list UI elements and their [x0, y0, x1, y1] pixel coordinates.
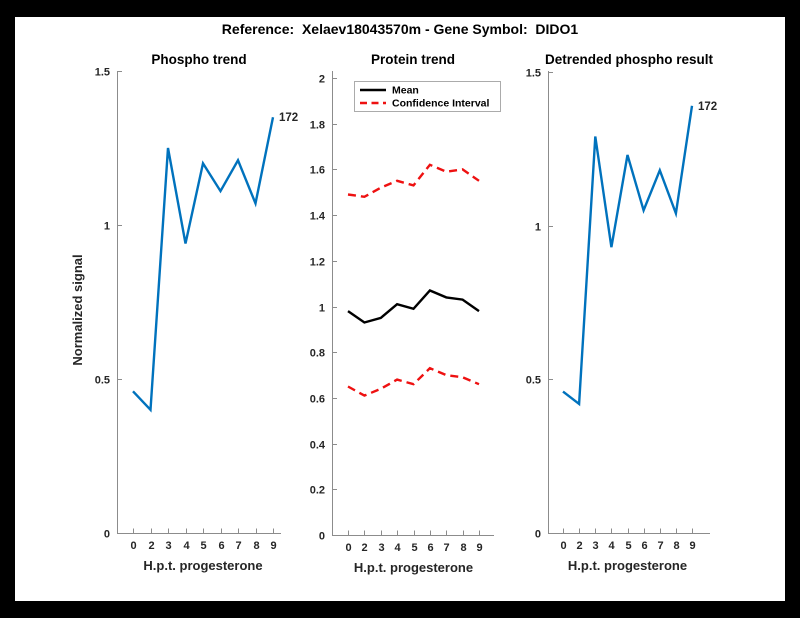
x-axis-label: H.p.t. progesterone: [568, 558, 687, 573]
y-tick-label: 0.6: [310, 394, 325, 406]
x-tick-label: 0: [345, 542, 351, 554]
subplot-2: 00.20.40.60.811.21.41.61.820 2 3 4 5 6 7 8 9Prot…: [310, 52, 501, 575]
x-tick-label: 0: [130, 540, 136, 552]
y-tick-label: 1: [535, 222, 541, 234]
series-line: [562, 105, 694, 407]
x-tick-label: 9: [270, 540, 276, 552]
figure-area: Reference: Xelaev18043570m - Gene Symbol…: [15, 17, 785, 601]
y-tick-label: 0.2: [310, 485, 325, 497]
x-tick-label: 7: [443, 542, 449, 554]
subplot-title: Detrended phospho result: [545, 52, 714, 67]
x-tick-label: 2: [576, 540, 582, 552]
x-tick-label: 5: [200, 540, 206, 552]
y-tick-label: 1.6: [310, 165, 325, 177]
y-tick-label: 0.8: [310, 348, 325, 360]
x-tick-label: 8: [460, 542, 466, 554]
x-tick-label: 3: [165, 540, 171, 552]
x-tick-label: 9: [476, 542, 482, 554]
x-tick-label: 6: [218, 540, 224, 552]
x-tick-label: 4: [608, 540, 615, 552]
y-tick-label: 0: [319, 531, 325, 543]
y-tick-label: 1.4: [310, 211, 326, 223]
y-tick-label: 2: [319, 74, 325, 86]
x-tick-label: 6: [427, 542, 433, 554]
x-tick-label: 5: [625, 540, 631, 552]
x-axis-label: H.p.t. progesterone: [354, 560, 473, 575]
series-line: [132, 116, 275, 413]
y-tick-label: 1.5: [526, 68, 541, 80]
x-tick-label: 5: [411, 542, 417, 554]
endpoint-annotation: 172: [279, 112, 298, 124]
y-tick-label: 0: [535, 529, 541, 541]
endpoint-annotation: 172: [698, 101, 717, 113]
y-tick-label: 1.8: [310, 120, 325, 132]
x-tick-label: 4: [183, 540, 190, 552]
y-tick-label: 0: [104, 529, 110, 541]
y-tick-label: 1.5: [95, 67, 110, 79]
legend-label: Mean: [392, 85, 419, 97]
x-tick-label: 4: [394, 542, 401, 554]
y-axis-label: Normalized signal: [70, 254, 85, 365]
legend-label: Confidence Interval: [392, 98, 490, 110]
figure-title: Reference: Xelaev18043570m - Gene Symbol…: [221, 21, 579, 37]
subplot-title: Protein trend: [371, 52, 455, 67]
axes: [548, 71, 710, 534]
y-tick-label: 1: [319, 303, 325, 315]
series-line: [347, 289, 480, 324]
series-line: [347, 163, 480, 199]
x-tick-label: 0: [560, 540, 566, 552]
y-tick-label: 1: [104, 221, 110, 233]
y-tick-label: 0.5: [95, 375, 110, 387]
x-tick-label: 2: [148, 540, 154, 552]
subplot-title: Phospho trend: [151, 52, 246, 67]
y-tick-label: 0.4: [310, 440, 326, 452]
y-tick-label: 0.5: [526, 375, 541, 387]
x-tick-label: 3: [378, 542, 384, 554]
x-tick-label: 9: [689, 540, 695, 552]
x-tick-label: 2: [361, 542, 367, 554]
x-tick-label: 6: [641, 540, 647, 552]
series-line: [347, 366, 480, 397]
x-axis-label: H.p.t. progesterone: [143, 558, 262, 573]
x-tick-label: 7: [235, 540, 241, 552]
y-tick-label: 1.2: [310, 257, 325, 269]
x-tick-label: 3: [592, 540, 598, 552]
axes: [117, 71, 281, 534]
x-tick-label: 7: [657, 540, 663, 552]
x-tick-label: 8: [673, 540, 679, 552]
axes: [332, 71, 494, 536]
x-tick-label: 8: [253, 540, 259, 552]
